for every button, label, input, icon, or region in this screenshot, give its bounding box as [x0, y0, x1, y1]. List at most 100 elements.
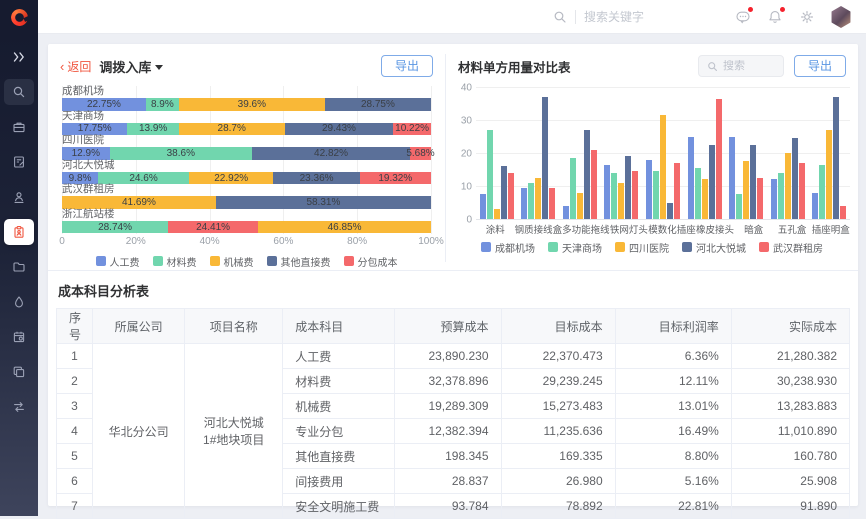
bar-segment: 12.9%	[62, 147, 110, 160]
global-search[interactable]	[553, 10, 674, 24]
legend-item[interactable]: 天津商场	[548, 240, 602, 255]
cell-budget: 12,382.394	[394, 418, 502, 444]
bar-segment: 5.68%	[406, 147, 435, 160]
comment-icon[interactable]	[734, 7, 753, 26]
bell-icon[interactable]	[766, 7, 785, 26]
bar-group	[559, 88, 601, 220]
bar	[770, 179, 777, 219]
bar	[812, 192, 819, 219]
legend-item[interactable]: 武汉群租房	[759, 240, 823, 255]
legend-item[interactable]: 分包成本	[343, 254, 398, 269]
column-header: 实际成本	[730, 308, 851, 344]
clipboard-icon[interactable]	[4, 219, 34, 245]
legend-swatch	[548, 242, 558, 252]
cell-subject: 材料费	[282, 368, 396, 394]
cell-actual: 13,283.883	[730, 393, 851, 419]
segment-value-label: 22.92%	[214, 172, 249, 184]
bar	[798, 162, 805, 219]
x-category-label: 模数化插座	[648, 225, 696, 236]
segment-value-label: 28.75%	[360, 98, 395, 110]
cell-no: 5	[55, 443, 94, 469]
cell-actual: 91.890	[730, 493, 851, 519]
transfer-icon[interactable]	[4, 394, 34, 420]
stacked-bar: 28.74% 24.41% 46.85%	[62, 220, 431, 234]
gear-icon[interactable]	[798, 8, 816, 26]
category-label: 四川医院	[62, 134, 104, 147]
legend-item[interactable]: 四川医院	[615, 240, 669, 255]
global-search-input[interactable]	[584, 10, 674, 24]
page-title-dropdown[interactable]: 调拨入库	[99, 57, 164, 76]
export-button-left[interactable]: 导出	[380, 55, 433, 77]
topbar	[0, 0, 866, 34]
cell-no: 6	[55, 468, 94, 494]
chart-search-input[interactable]	[722, 60, 775, 72]
gridline	[209, 86, 211, 234]
app-logo[interactable]	[0, 0, 38, 34]
gridline	[431, 86, 432, 234]
copy-icon[interactable]	[4, 359, 34, 385]
bar	[576, 192, 583, 219]
chart-search[interactable]	[697, 55, 784, 77]
bar-segment: 46.85%	[258, 220, 431, 234]
x-category-label: 涂料	[485, 225, 505, 236]
bar	[542, 96, 549, 219]
bar-segment: 28.75%	[324, 98, 431, 111]
x-tick-label: 40%	[199, 236, 220, 247]
collapse-icon[interactable]	[4, 44, 34, 70]
briefcase-icon[interactable]	[4, 114, 34, 140]
bar-segment: 39.6%	[178, 98, 325, 111]
segment-value-label: 5.68%	[406, 147, 435, 159]
bar	[729, 136, 736, 219]
cell-target: 26.980	[500, 468, 616, 494]
legend-item[interactable]: 人工费	[95, 254, 140, 269]
bar	[701, 179, 708, 219]
cell-budget: 32,378.896	[394, 368, 502, 394]
cell-target: 22,370.473	[500, 343, 616, 369]
export-button-right[interactable]: 导出	[793, 55, 846, 77]
avatar[interactable]	[831, 6, 851, 28]
cell-actual: 21,280.382	[730, 343, 851, 369]
drop-icon[interactable]	[4, 289, 34, 315]
bar	[500, 166, 507, 219]
legend-item[interactable]: 机械费	[209, 254, 254, 269]
bar-segment: 10.22%	[393, 122, 431, 136]
bar-segment: 42.82%	[252, 147, 411, 160]
bar	[777, 172, 784, 219]
calendar-icon[interactable]	[4, 324, 34, 350]
grouped-chart-legend: 成都机场 天津商场 四川医院 河北大悦城 武汉群租房	[446, 238, 858, 256]
bar	[784, 153, 791, 219]
segment-value-label: 28.74%	[98, 221, 132, 233]
bar-segment: 29.43%	[284, 122, 394, 136]
cell-actual: 160.780	[730, 443, 851, 469]
legend-swatch	[343, 256, 354, 266]
panel-divider	[445, 54, 446, 262]
bar-segment: 17.75%	[62, 122, 128, 136]
legend-item[interactable]: 成都机场	[481, 240, 535, 255]
bar-segment: 23.36%	[273, 171, 360, 185]
bar	[750, 144, 757, 219]
folder-icon[interactable]	[4, 254, 34, 280]
legend-item[interactable]: 河北大悦城	[682, 240, 746, 255]
legend-label: 河北大悦城	[696, 243, 746, 255]
document-edit-icon[interactable]	[4, 149, 34, 175]
bar	[493, 209, 500, 219]
search-icon[interactable]	[4, 79, 34, 105]
bar	[694, 167, 701, 219]
segment-value-label: 22.75%	[87, 98, 121, 110]
bar-segment: 28.74%	[62, 220, 169, 234]
user-icon[interactable]	[4, 184, 34, 210]
notification-dot	[780, 7, 785, 12]
segment-value-label: 10.22%	[395, 123, 430, 135]
chart-category-row: 四川医院 12.9% 38.6% 42.82% 5.68%	[62, 134, 435, 160]
cell-no: 4	[55, 418, 94, 444]
category-label: 河北大悦城	[62, 158, 115, 171]
bar-group	[642, 88, 684, 220]
legend-item[interactable]: 材料费	[152, 254, 197, 269]
segment-value-label: 12.9%	[71, 147, 100, 159]
back-link[interactable]: ‹ 返回	[60, 58, 92, 74]
bar	[660, 115, 667, 219]
legend-swatch	[209, 256, 220, 266]
x-category-label: 橡皮接头	[695, 225, 734, 236]
chart-category-row: 河北大悦城 9.8% 24.6% 22.92% 23.36% 19.32%	[62, 158, 431, 185]
legend-item[interactable]: 其他直接费	[266, 254, 331, 269]
